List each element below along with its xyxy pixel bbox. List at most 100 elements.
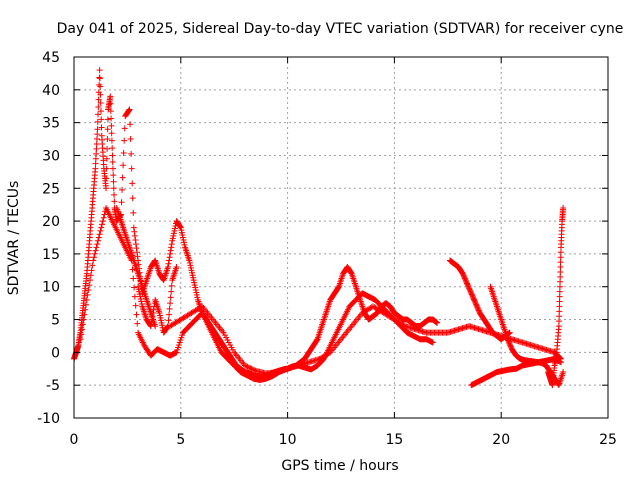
data-point-fill	[127, 136, 134, 143]
series-6	[487, 283, 567, 389]
data-point-fill	[97, 83, 104, 90]
data-points	[71, 67, 567, 389]
data-point-fill	[109, 165, 116, 172]
data-point-fill	[130, 275, 137, 282]
data-point	[429, 339, 436, 346]
data-point	[96, 231, 103, 238]
series-9	[113, 204, 159, 330]
data-point-fill	[251, 367, 258, 374]
data-point-fill	[126, 107, 133, 114]
data-point	[164, 264, 171, 271]
y-tick-label: 10	[42, 280, 60, 296]
series-1	[71, 67, 441, 380]
data-point-fill	[167, 247, 174, 254]
data-point-fill	[81, 311, 88, 318]
data-point-fill	[167, 250, 174, 257]
data-point-fill	[110, 178, 117, 185]
data-point-fill	[98, 116, 105, 123]
data-point-fill	[245, 364, 252, 371]
data-point-fill	[97, 91, 104, 98]
data-point-fill	[86, 282, 93, 289]
plot-frame	[73, 56, 609, 419]
data-point-fill	[165, 260, 172, 267]
data-point-fill	[82, 306, 89, 313]
data-point-fill	[165, 317, 172, 324]
data-point-fill	[120, 162, 127, 169]
data-point-fill	[97, 227, 104, 234]
data-point-fill	[80, 316, 87, 323]
data-point-fill	[129, 195, 136, 202]
data-point	[173, 264, 180, 271]
data-point-fill	[108, 122, 115, 129]
data-point-fill	[110, 172, 117, 179]
data-point-fill	[108, 130, 115, 137]
data-point-fill	[118, 199, 125, 206]
data-point	[126, 106, 133, 113]
data-point-fill	[167, 294, 174, 301]
series-7	[545, 204, 567, 389]
chart-title: Day 041 of 2025, Sidereal Day-to-day VTE…	[57, 21, 624, 37]
data-point-fill	[97, 108, 104, 115]
y-tick-label: 40	[42, 83, 60, 99]
data-point-fill	[131, 232, 138, 239]
data-point-fill	[98, 224, 105, 231]
x-axis-label: GPS time / hours	[281, 458, 398, 474]
x-tick-label: 5	[176, 432, 185, 448]
data-point-fill	[166, 311, 173, 318]
data-point-fill	[95, 237, 102, 244]
data-point-fill	[128, 150, 135, 157]
data-point-fill	[91, 250, 98, 257]
data-point-fill	[244, 363, 251, 370]
data-point-fill	[131, 228, 138, 235]
data-point-fill	[103, 165, 110, 172]
data-point-fill	[97, 99, 104, 106]
y-tick-label: -10	[37, 411, 60, 427]
data-point	[164, 323, 171, 330]
data-point-fill	[249, 366, 256, 373]
x-tick-label: 0	[70, 432, 79, 448]
x-tick-label: 25	[599, 432, 617, 448]
data-point-fill	[131, 293, 138, 300]
data-point-fill	[134, 253, 141, 260]
data-point-fill	[168, 244, 175, 251]
data-point-fill	[98, 124, 105, 131]
data-point-fill	[166, 305, 173, 312]
data-point-fill	[248, 365, 255, 372]
y-tick-label: 0	[51, 345, 60, 361]
data-point-fill	[96, 74, 103, 81]
y-tick-label: 20	[42, 214, 60, 230]
data-point-fill	[166, 257, 173, 264]
data-point-fill	[132, 241, 139, 248]
data-point-fill	[127, 121, 134, 128]
data-point-fill	[197, 304, 204, 311]
data-point-fill	[78, 331, 85, 338]
data-point-fill	[93, 244, 100, 251]
y-tick-label: 35	[42, 116, 60, 132]
x-axis: 0 5 10 15 20 25	[70, 57, 617, 448]
data-point-fill	[88, 267, 95, 274]
data-point-fill	[92, 247, 99, 254]
data-point-fill	[100, 214, 107, 221]
data-point-fill	[168, 241, 175, 248]
y-tick-label: 15	[42, 247, 60, 263]
data-point	[103, 185, 110, 192]
x-tick-label: 20	[492, 432, 510, 448]
data-point	[94, 126, 101, 133]
data-point-fill	[109, 145, 116, 152]
data-point	[77, 336, 84, 343]
data-point-fill	[99, 221, 106, 228]
data-point-fill	[167, 300, 174, 307]
y-tick-label: 30	[42, 148, 60, 164]
y-tick-label: 25	[42, 181, 60, 197]
data-point-fill	[177, 223, 184, 230]
data-point-fill	[95, 234, 102, 241]
data-point-fill	[129, 180, 136, 187]
data-point	[434, 319, 441, 326]
data-point	[560, 204, 567, 211]
data-point-fill	[94, 118, 101, 125]
data-point-fill	[247, 365, 254, 372]
data-point-fill	[119, 186, 126, 193]
x-tick-label: 15	[385, 432, 403, 448]
data-point-fill	[103, 155, 110, 162]
data-point-fill	[89, 262, 96, 269]
